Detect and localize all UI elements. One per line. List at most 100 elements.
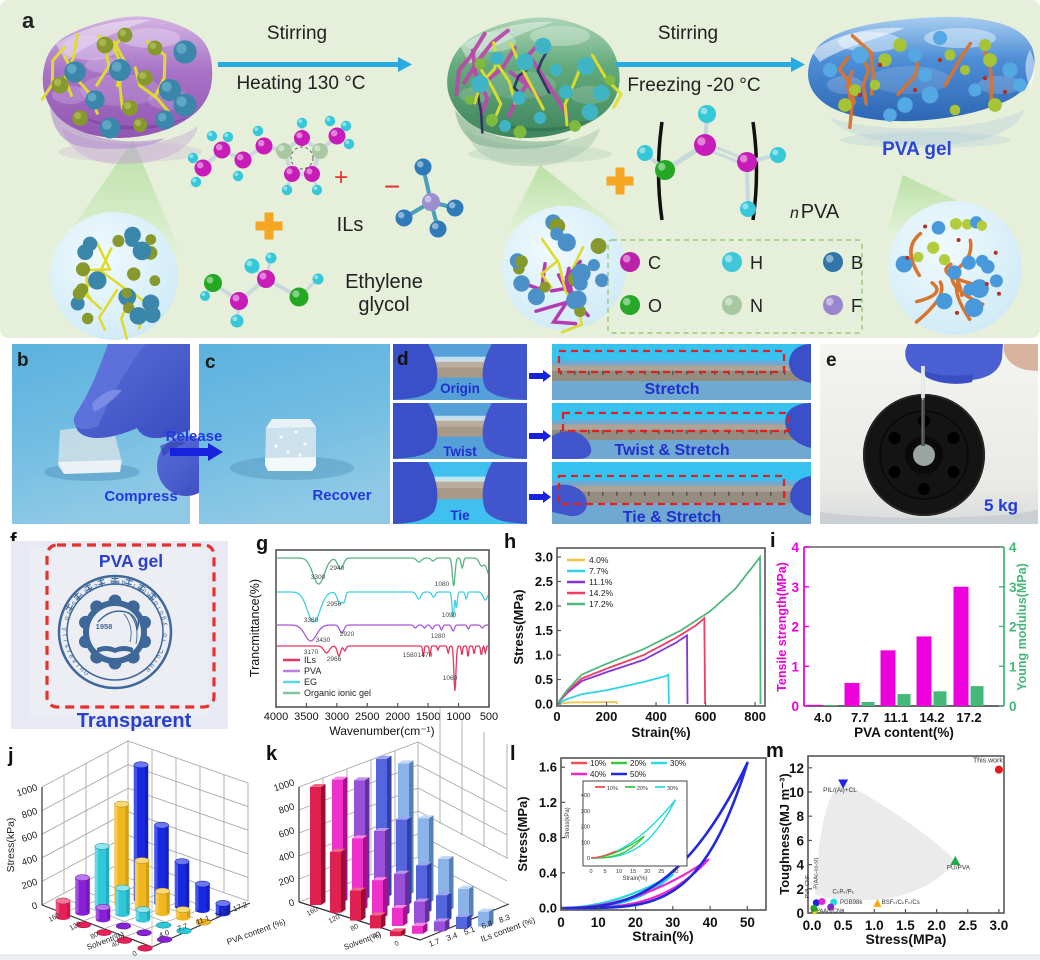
svg-text:d: d (121, 578, 126, 586)
svg-text:11.1: 11.1 (195, 913, 211, 926)
svg-text:1.7: 1.7 (428, 936, 442, 948)
svg-text:500: 500 (480, 711, 498, 723)
svg-text:17.2%: 17.2% (589, 599, 614, 609)
svg-text:20%: 20% (637, 786, 648, 792)
svg-text:50%: 50% (630, 770, 646, 779)
svg-text:5.1: 5.1 (463, 924, 477, 936)
svg-text:1.2: 1.2 (539, 795, 557, 810)
svg-text:3430: 3430 (316, 637, 331, 644)
svg-text:20%: 20% (630, 759, 646, 768)
svg-text:40: 40 (703, 915, 718, 930)
svg-text:0: 0 (589, 869, 592, 875)
svg-text:25: 25 (658, 869, 664, 875)
svg-text:0: 0 (132, 950, 139, 958)
svg-text:0: 0 (1009, 699, 1017, 714)
svg-text:10%: 10% (607, 786, 618, 792)
svg-text:1.0: 1.0 (535, 648, 553, 663)
svg-text:1090: 1090 (442, 612, 457, 619)
svg-text:1.5: 1.5 (896, 918, 915, 933)
svg-text:800: 800 (744, 709, 766, 724)
svg-text:e: e (826, 350, 837, 371)
svg-text:20: 20 (628, 915, 643, 930)
svg-text:1470: 1470 (418, 652, 433, 659)
svg-text:+: + (334, 164, 348, 191)
svg-text:e: e (82, 587, 89, 595)
svg-text:4: 4 (791, 540, 799, 555)
svg-text:ILs: ILs (337, 214, 364, 236)
svg-text:Tensile strength(MPa): Tensile strength(MPa) (775, 562, 789, 692)
svg-text:c: c (92, 582, 98, 590)
svg-text:11.1%: 11.1% (589, 577, 613, 587)
svg-text:t: t (61, 634, 68, 636)
svg-text:160: 160 (306, 906, 320, 918)
svg-text:n: n (149, 662, 157, 670)
svg-text:PVA: PVA (801, 201, 840, 223)
svg-text:j: j (7, 745, 14, 767)
svg-text:v: v (70, 658, 78, 665)
svg-text:7.7: 7.7 (176, 921, 189, 933)
svg-text:160: 160 (48, 912, 62, 924)
svg-text:0.5: 0.5 (535, 672, 553, 687)
svg-text:r: r (65, 649, 73, 654)
svg-text:14.2%: 14.2% (589, 588, 614, 598)
svg-text:4.0: 4.0 (158, 928, 171, 940)
svg-text:PGB98k: PGB98k (840, 900, 863, 906)
svg-text:600: 600 (277, 825, 295, 840)
svg-text:600: 600 (695, 709, 717, 724)
svg-text:3000: 3000 (325, 711, 349, 723)
svg-text:2.0: 2.0 (535, 599, 553, 614)
svg-text:5 kg: 5 kg (984, 496, 1018, 515)
svg-text:U: U (82, 669, 90, 678)
svg-text:200: 200 (596, 709, 618, 724)
svg-text:Heating 130 °C: Heating 130 °C (236, 73, 365, 94)
svg-text:2: 2 (791, 620, 799, 635)
svg-text:200: 200 (581, 825, 590, 831)
svg-text:EG: EG (304, 677, 317, 687)
svg-text:PVA content(%): PVA content(%) (854, 725, 954, 740)
svg-text:−: − (384, 171, 400, 202)
svg-text:0: 0 (791, 699, 799, 714)
svg-text:Stretch: Stretch (644, 381, 699, 398)
svg-text:Origin: Origin (440, 381, 480, 396)
svg-text:17.2: 17.2 (956, 710, 981, 725)
svg-text:PVA gel: PVA gel (99, 551, 163, 571)
svg-text:1958: 1958 (96, 622, 113, 631)
svg-text:C: C (157, 648, 165, 655)
svg-text:40: 40 (111, 940, 121, 950)
svg-text:3380: 3380 (304, 617, 319, 624)
svg-text:Freezing -20 °C: Freezing -20 °C (627, 75, 760, 96)
svg-text:1: 1 (1009, 659, 1017, 674)
svg-text:2500: 2500 (355, 711, 379, 723)
svg-text:40: 40 (372, 931, 382, 941)
svg-text:O: O (648, 296, 662, 316)
svg-text:T: T (131, 581, 137, 589)
svg-text:0.5: 0.5 (834, 918, 853, 933)
svg-text:0: 0 (557, 915, 565, 930)
svg-text:600: 600 (20, 830, 38, 845)
svg-text:200: 200 (277, 873, 295, 888)
svg-text:80: 80 (90, 931, 100, 941)
svg-text:o: o (162, 633, 169, 637)
svg-text:Twist: Twist (443, 444, 477, 459)
svg-text:h: h (155, 653, 163, 660)
svg-text:Stirring: Stirring (267, 23, 327, 44)
svg-text:l: l (156, 605, 163, 610)
svg-text:k: k (266, 743, 278, 765)
svg-text:0: 0 (287, 897, 295, 909)
svg-text:800: 800 (20, 806, 38, 821)
svg-text:3.4: 3.4 (445, 930, 459, 942)
svg-text:30%: 30% (667, 786, 678, 792)
svg-text:80: 80 (350, 923, 360, 933)
svg-text:Wavenumber(cm⁻¹): Wavenumber(cm⁻¹) (329, 724, 434, 738)
svg-text:120: 120 (69, 921, 83, 933)
svg-text:1280: 1280 (431, 633, 446, 640)
svg-text:Stress(kPa): Stress(kPa) (565, 807, 571, 838)
svg-text:120: 120 (328, 914, 342, 926)
svg-text:m: m (766, 740, 784, 762)
svg-text:1: 1 (791, 659, 799, 674)
svg-text:P(AAc-co-st): P(AAc-co-st) (813, 857, 819, 888)
svg-text:2000: 2000 (385, 711, 409, 723)
svg-text:BSFₖ/CₖFₖ/Cs: BSFₖ/CₖFₖ/Cs (882, 900, 920, 906)
svg-text:11.1: 11.1 (884, 710, 909, 725)
svg-text:Stress(MPa): Stress(MPa) (866, 931, 947, 947)
